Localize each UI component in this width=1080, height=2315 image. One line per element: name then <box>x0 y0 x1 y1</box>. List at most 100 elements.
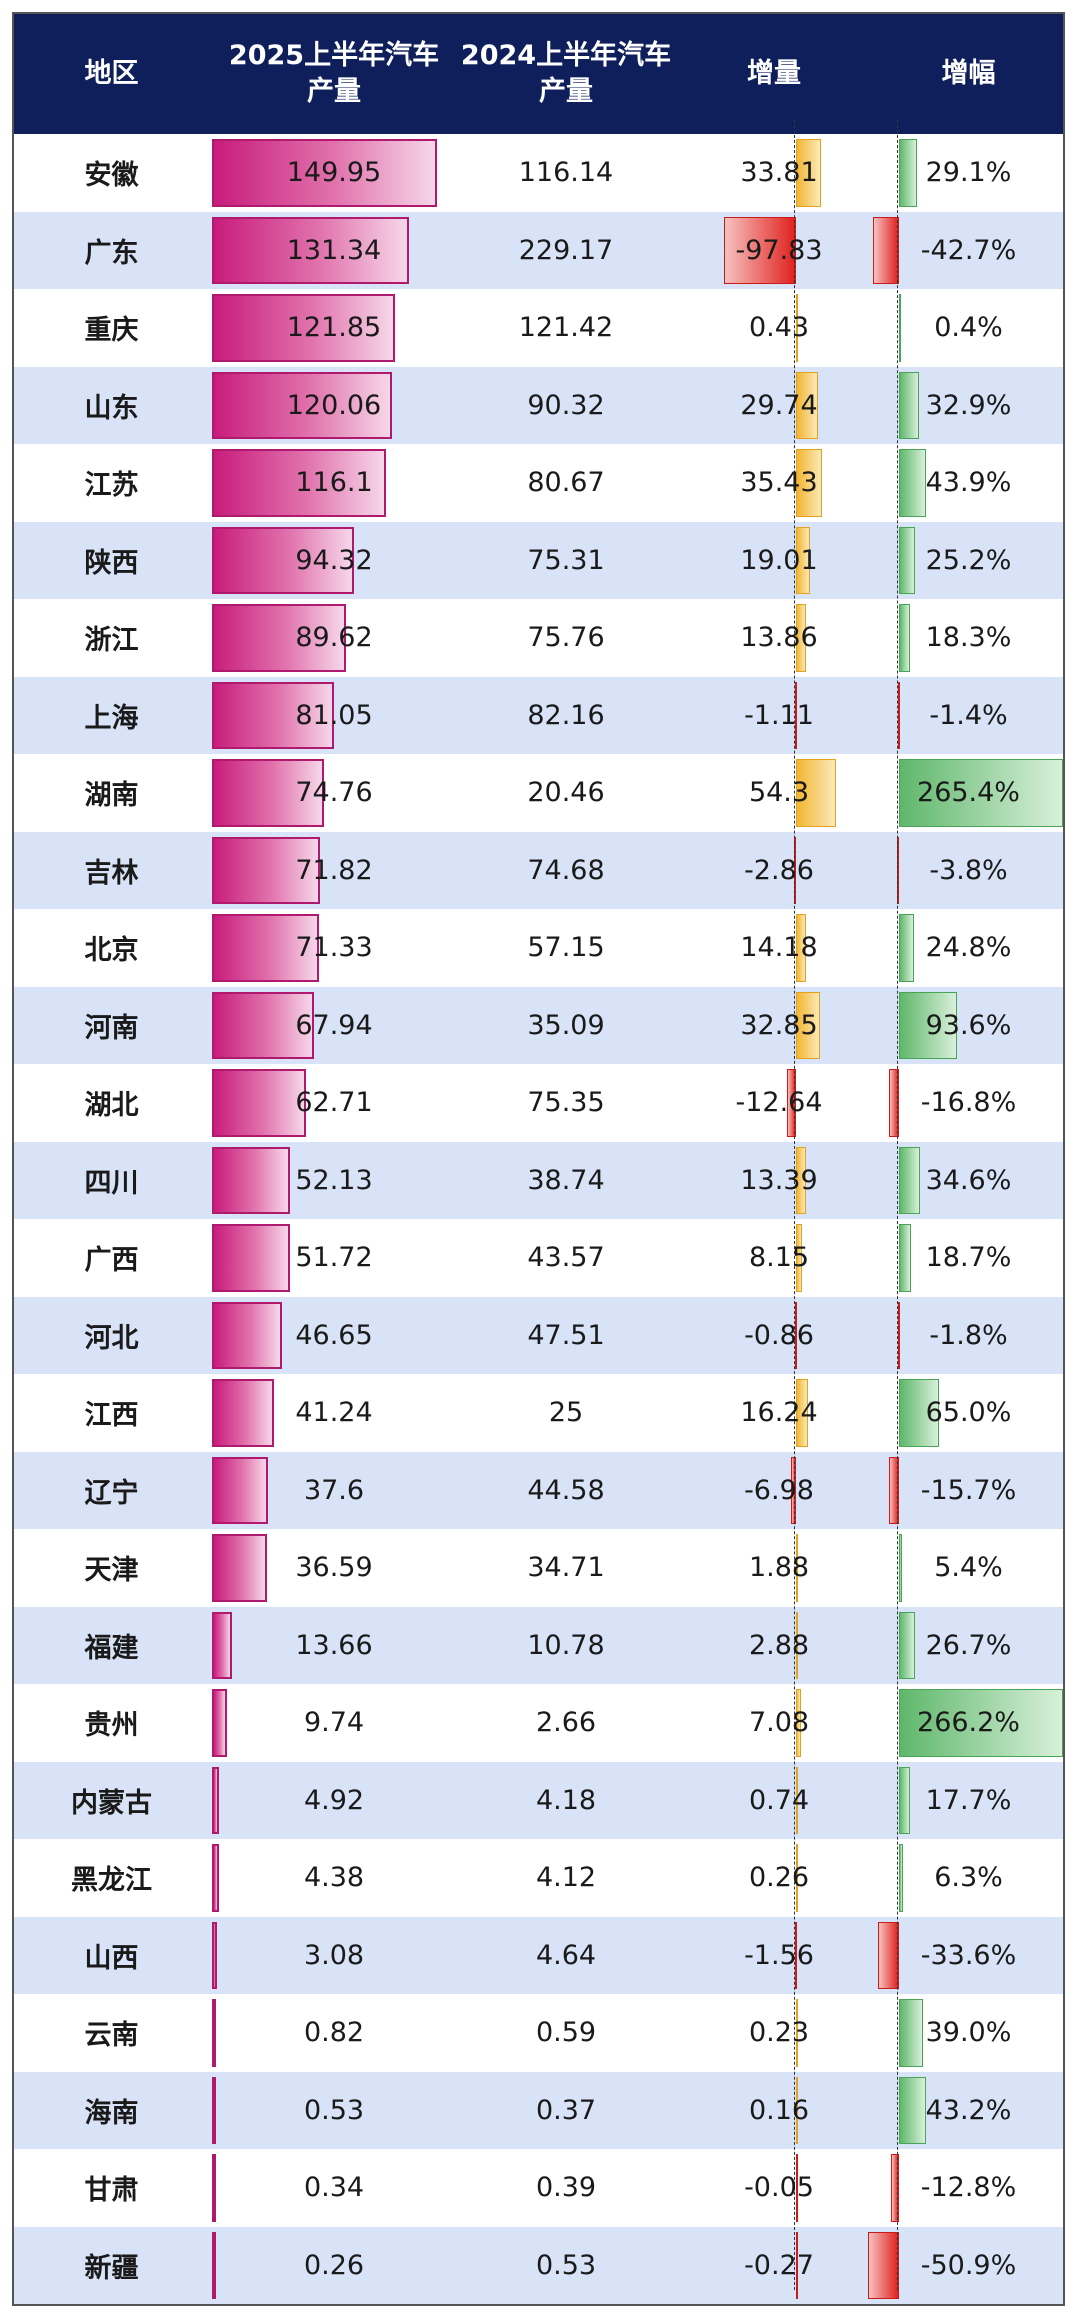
growth-cell-value: 39.0% <box>925 2017 1012 2049</box>
growth-cell-value: 43.9% <box>925 467 1012 499</box>
growth-cell: 0.4% <box>874 289 1063 367</box>
production-2025-cell-value: 89.62 <box>295 622 373 654</box>
growth-cell-value: -16.8% <box>920 1087 1017 1119</box>
region-cell: 湖北 <box>14 1064 209 1142</box>
production-2024-cell: 4.18 <box>451 1762 681 1840</box>
increase-cell-value: 2.88 <box>748 1629 810 1661</box>
production-2025-cell: 71.33 <box>209 909 459 987</box>
increase-bar <box>796 1611 799 1679</box>
increase-cell: 0.26 <box>674 1839 884 1917</box>
growth-bar <box>867 2231 899 2299</box>
increase-bar <box>795 2154 798 2222</box>
growth-cell: 39.0% <box>874 1994 1063 2072</box>
production-2025-bar <box>212 2076 216 2144</box>
growth-cell: 32.9% <box>874 367 1063 445</box>
production-2025-bar <box>212 1999 216 2067</box>
production-2024-cell: 57.15 <box>451 909 681 987</box>
table-row: 广西 51.72 43.57 8.15 18.7% <box>14 1219 1063 1297</box>
production-2024-cell: 75.31 <box>451 522 681 600</box>
region-cell: 重庆 <box>14 289 209 367</box>
growth-cell: -1.8% <box>874 1297 1063 1375</box>
growth-cell-value: 18.7% <box>925 1242 1012 1274</box>
increase-cell: 19.01 <box>674 522 884 600</box>
region-cell-value: 陕西 <box>84 547 139 579</box>
production-2025-cell-value: 36.59 <box>295 1552 373 1584</box>
production-2024-cell-value: 74.68 <box>527 854 605 886</box>
growth-cell-value: 93.6% <box>925 1009 1012 1041</box>
production-2025-cell-value: 116.1 <box>295 467 373 499</box>
region-cell-value: 贵州 <box>84 1710 139 1742</box>
production-2024-cell: 74.68 <box>451 832 681 910</box>
production-2024-cell-value: 2.66 <box>535 1707 597 1739</box>
header-increase: 增量 <box>747 58 801 89</box>
growth-bar <box>899 371 920 439</box>
growth-cell: 43.2% <box>874 2072 1063 2150</box>
table-row: 新疆 0.26 0.53 -0.27 -50.9% <box>14 2226 1063 2305</box>
growth-bar <box>899 1146 921 1214</box>
production-2025-bar <box>212 449 387 517</box>
growth-bar <box>872 216 899 284</box>
increase-bar <box>796 1224 802 1292</box>
increase-cell: -97.83 <box>674 212 884 290</box>
growth-bar <box>899 1224 911 1292</box>
growth-cell-value: 265.4% <box>917 777 1020 809</box>
production-2025-cell: 149.95 <box>209 134 459 212</box>
region-cell-value: 江西 <box>84 1400 139 1432</box>
increase-bar <box>796 914 807 982</box>
region-cell: 河北 <box>14 1297 209 1375</box>
region-cell: 陕西 <box>14 522 209 600</box>
production-2024-cell: 4.64 <box>451 1917 681 1995</box>
increase-cell-value: -1.56 <box>744 1939 814 1971</box>
increase-zero-axis <box>794 120 795 2290</box>
table-row: 山东 120.06 90.32 29.74 32.9% <box>14 366 1063 445</box>
production-2025-cell: 46.65 <box>209 1297 459 1375</box>
table-row: 贵州 9.74 2.66 7.08 266.2% <box>14 1684 1063 1762</box>
production-2024-cell: 0.37 <box>451 2072 681 2150</box>
production-2025-cell-value: 121.85 <box>286 312 382 344</box>
production-2024-cell: 82.16 <box>451 677 681 755</box>
region-cell-value: 安徽 <box>84 160 139 192</box>
growth-bar <box>899 139 917 207</box>
growth-cell-value: 29.1% <box>925 157 1012 189</box>
production-2024-cell: 0.53 <box>451 2227 681 2305</box>
increase-cell-value: 7.08 <box>748 1707 810 1739</box>
increase-cell: 0.74 <box>674 1762 884 1840</box>
production-2024-cell: 47.51 <box>451 1297 681 1375</box>
increase-cell-value: 35.43 <box>740 467 818 499</box>
growth-cell: -16.8% <box>874 1064 1063 1142</box>
production-2025-bar <box>212 1146 291 1214</box>
production-2024-cell-value: 34.71 <box>527 1552 605 1584</box>
table-row: 江苏 116.1 80.67 35.43 43.9% <box>14 444 1063 522</box>
production-2025-cell: 71.82 <box>209 832 459 910</box>
production-2024-cell: 10.78 <box>451 1607 681 1685</box>
table-row: 黑龙江 4.38 4.12 0.26 6.3% <box>14 1839 1063 1917</box>
table-row: 河北 46.65 47.51 -0.86 -1.8% <box>14 1296 1063 1375</box>
increase-bar <box>795 2231 798 2299</box>
growth-bar <box>899 759 1063 827</box>
increase-cell-value: 8.15 <box>748 1242 810 1274</box>
growth-bar <box>899 2076 926 2144</box>
growth-bar <box>899 1689 1063 1757</box>
production-2024-cell-value: 25 <box>548 1397 584 1429</box>
region-cell: 海南 <box>14 2072 209 2150</box>
increase-bar <box>796 759 836 827</box>
production-2025-bar <box>212 1224 290 1292</box>
growth-cell: -1.4% <box>874 677 1063 755</box>
region-cell: 浙江 <box>14 599 209 677</box>
increase-cell: -1.56 <box>674 1917 884 1995</box>
growth-cell-value: 18.3% <box>925 622 1012 654</box>
production-2025-cell: 13.66 <box>209 1607 459 1685</box>
increase-bar <box>796 371 818 439</box>
growth-cell: 24.8% <box>874 909 1063 987</box>
increase-cell-value: 19.01 <box>740 544 818 576</box>
production-2025-bar <box>212 1689 227 1757</box>
increase-bar <box>796 139 821 207</box>
increase-bar <box>795 681 798 749</box>
region-cell: 安徽 <box>14 134 209 212</box>
production-2025-bar <box>212 1844 219 1912</box>
region-cell: 甘肃 <box>14 2149 209 2227</box>
production-2025-cell-value: 37.6 <box>303 1474 365 1506</box>
region-cell-value: 黑龙江 <box>71 1865 152 1897</box>
production-2025-cell: 9.74 <box>209 1684 459 1762</box>
increase-cell-value: 0.43 <box>748 312 810 344</box>
